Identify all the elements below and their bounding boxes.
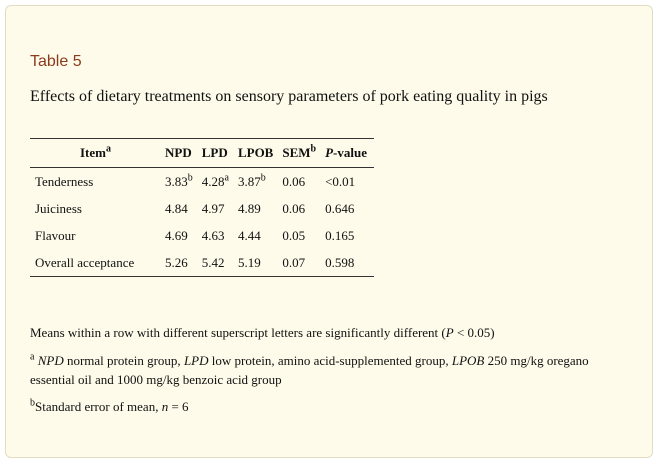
row-npd: 5.26 bbox=[160, 249, 197, 277]
header-item: Itema bbox=[30, 138, 160, 168]
table-row: Juiciness 4.84 4.97 4.89 0.06 0.646 bbox=[30, 195, 374, 222]
row-p-value: <0.01 bbox=[325, 173, 356, 189]
table-label: Table 5 bbox=[30, 53, 82, 70]
row-p-value: 0.598 bbox=[320, 249, 375, 277]
row-npd: 4.69 bbox=[165, 227, 188, 243]
row-lpob: 4.44 bbox=[237, 227, 261, 243]
row-sem: 0.06 bbox=[282, 173, 306, 189]
header-npd: NPD bbox=[160, 138, 197, 168]
row-sem: 0.07 bbox=[277, 249, 321, 277]
header-lpob: LPOB bbox=[232, 138, 278, 168]
row-sem: 0.06 bbox=[282, 200, 306, 216]
row-npd: 4.84 bbox=[165, 200, 188, 216]
table-row: Tenderness 3.83b 4.28a 3.87b 0.06 <0.01 bbox=[30, 168, 374, 196]
row-lpob: 4.89 bbox=[237, 200, 261, 216]
row-lpob: 3.87b bbox=[237, 172, 266, 189]
header-lpd: LPD bbox=[196, 138, 233, 168]
table-footnotes: Means within a row with different supers… bbox=[30, 323, 630, 424]
sensory-table: Itema NPD LPD LPOB SEMb P-value Tenderne… bbox=[30, 138, 375, 277]
footnote-significance: Means within a row with different supers… bbox=[30, 325, 495, 340]
table-caption: Effects of dietary treatments on sensory… bbox=[30, 88, 548, 105]
row-npd: 3.83b bbox=[165, 172, 193, 189]
row-p-value: 0.165 bbox=[325, 227, 355, 243]
row-lpd: 4.97 bbox=[201, 200, 225, 216]
header-sem: SEMb bbox=[277, 138, 321, 168]
row-item: Overall acceptance bbox=[30, 249, 160, 277]
table-row: Flavour 4.69 4.63 4.44 0.05 0.165 bbox=[30, 222, 374, 249]
table-header-row: Itema NPD LPD LPOB SEMb P-value bbox=[30, 138, 375, 168]
footnote-b: bStandard error of mean, n = 6 bbox=[30, 397, 189, 414]
row-lpd: 5.42 bbox=[196, 249, 233, 277]
row-item: Juiciness bbox=[35, 200, 82, 216]
row-item: Flavour bbox=[35, 227, 76, 243]
row-lpob: 5.19 bbox=[232, 249, 278, 277]
footnote-a: a NPD normal protein group, LPD low prot… bbox=[30, 351, 589, 387]
table-card: Table 5 Effects of dietary treatments on… bbox=[5, 5, 653, 458]
header-p-value: P-value bbox=[320, 138, 375, 168]
row-sem: 0.05 bbox=[282, 227, 306, 243]
row-item: Tenderness bbox=[35, 173, 94, 189]
row-lpd: 4.28a bbox=[201, 172, 229, 189]
row-p-value: 0.646 bbox=[325, 200, 355, 216]
table-row: Overall acceptance 5.26 5.42 5.19 0.07 0… bbox=[30, 249, 375, 277]
row-lpd: 4.63 bbox=[201, 227, 225, 243]
